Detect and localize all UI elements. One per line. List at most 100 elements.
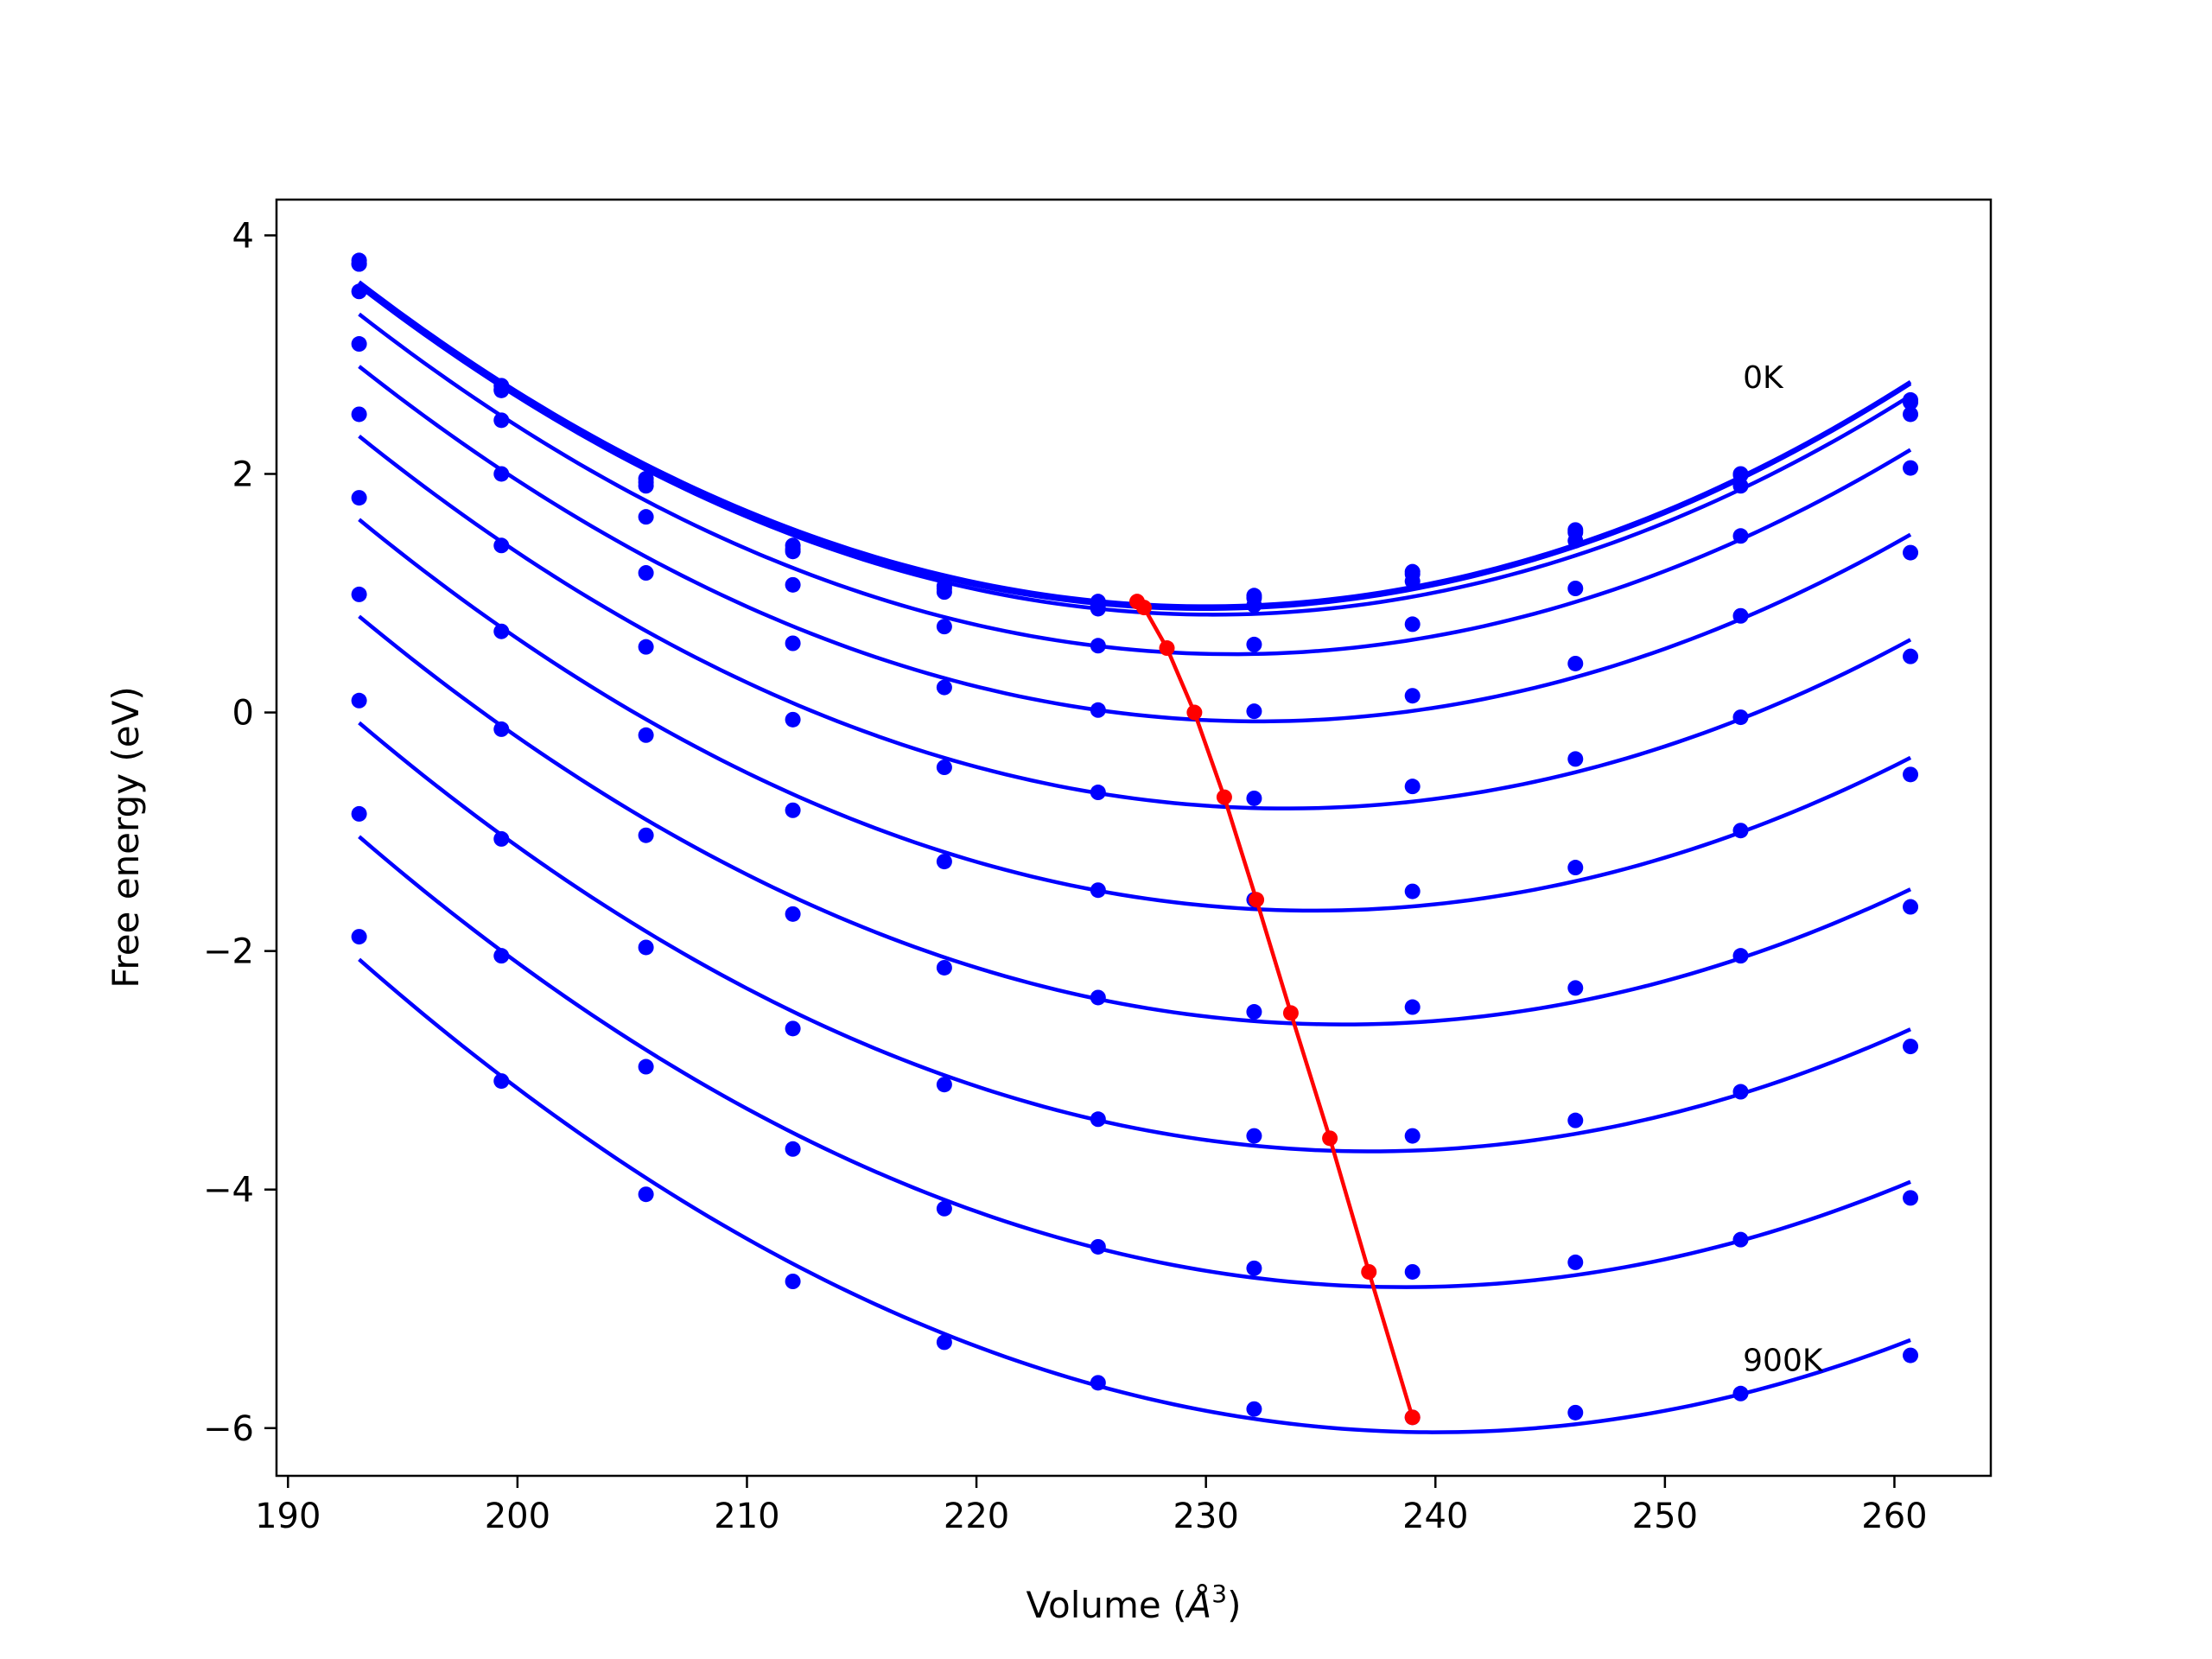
x-axis-label-prefix: Volume (	[1027, 1584, 1187, 1626]
y-tick-label-3: −2	[203, 932, 254, 972]
series-5-point-4	[936, 760, 952, 776]
series-5-point-10	[1903, 648, 1919, 664]
series-6-point-5	[1090, 882, 1106, 899]
series-3-point-1	[493, 412, 510, 429]
series-2-point-6	[1246, 597, 1262, 613]
series-line-5	[358, 435, 1912, 810]
series-line-2	[358, 284, 1912, 617]
series-10-point-8	[1567, 1404, 1584, 1421]
series-8-point-3	[785, 1020, 801, 1037]
x-tick-label-3: 220	[944, 1497, 1009, 1536]
series-8-point-10	[1903, 1039, 1919, 1055]
y-tick-label-4: −4	[203, 1171, 254, 1211]
x-axis-label: Volume (Å3)	[1027, 1580, 1242, 1626]
series-7-point-5	[1090, 989, 1106, 1006]
annotation-0: 0K	[1743, 360, 1784, 396]
series-10-point-5	[1090, 1375, 1106, 1391]
series-10-point-2	[638, 1186, 654, 1203]
series-3-point-0	[351, 283, 367, 300]
minima-line	[1135, 600, 1414, 1419]
series-2-point-5	[1090, 601, 1106, 617]
series-8-point-5	[1090, 1111, 1106, 1128]
series-6-point-7	[1404, 883, 1421, 899]
series-10-point-1	[493, 1073, 510, 1090]
series-2-point-2	[638, 478, 654, 494]
series-4-point-8	[1567, 655, 1584, 671]
series-4-point-3	[785, 635, 801, 652]
minima-point-1	[1135, 600, 1152, 616]
y-tick-label-0: 4	[232, 216, 254, 256]
series-10-point-0	[351, 929, 367, 945]
minima-point-3	[1186, 704, 1203, 721]
series-3-point-5	[1090, 638, 1106, 654]
series-line-0	[358, 280, 1912, 608]
x-axis-label-exponent: 3	[1211, 1580, 1227, 1608]
series-5-point-6	[1246, 790, 1262, 806]
series-3-point-6	[1246, 636, 1262, 652]
x-axis-label-unit: Å	[1185, 1583, 1212, 1626]
series-6-point-3	[785, 802, 801, 818]
series-7-point-9	[1732, 948, 1749, 964]
series-3-point-2	[638, 509, 654, 525]
x-tick-label-6: 250	[1632, 1497, 1698, 1536]
series-5-point-0	[351, 406, 367, 423]
series-7-point-4	[936, 959, 952, 976]
x-tick-label-2: 210	[714, 1497, 779, 1536]
series-3-point-8	[1567, 581, 1584, 597]
series-9-point-1	[493, 948, 510, 964]
minima-point-5	[1249, 892, 1265, 908]
x-tick-label-4: 230	[1173, 1497, 1238, 1536]
series-line-4	[358, 365, 1912, 724]
series-9-point-0	[351, 805, 367, 822]
series-9-point-8	[1567, 1254, 1584, 1270]
series-5-point-1	[493, 537, 510, 554]
series-2-point-3	[785, 543, 801, 560]
series-9-point-6	[1246, 1260, 1262, 1276]
y-tick-label-2: 0	[232, 694, 254, 734]
series-5-point-9	[1732, 709, 1749, 726]
series-10-point-3	[785, 1273, 801, 1289]
series-7-point-8	[1567, 980, 1584, 996]
series-line-7	[358, 614, 1911, 1027]
plot-frame	[275, 198, 1993, 1478]
series-9-point-4	[936, 1200, 952, 1217]
minima-point-8	[1361, 1263, 1377, 1280]
series-4-point-5	[1090, 702, 1106, 718]
series-10-point-6	[1246, 1401, 1262, 1417]
series-3-point-10	[1903, 460, 1919, 476]
series-10-point-4	[936, 1334, 952, 1351]
series-line-8	[358, 721, 1911, 1154]
series-2-point-4	[936, 584, 952, 601]
series-7-point-2	[638, 827, 654, 843]
minima-point-4	[1216, 789, 1232, 805]
minima-point-9	[1404, 1409, 1421, 1426]
series-8-point-7	[1404, 1128, 1421, 1144]
series-4-point-10	[1903, 544, 1919, 561]
series-5-point-5	[1090, 785, 1106, 801]
series-3-point-4	[936, 619, 952, 635]
x-tick-label-7: 260	[1861, 1497, 1927, 1536]
series-6-point-4	[936, 854, 952, 870]
series-2-point-10	[1903, 406, 1919, 423]
series-1-point-9	[1732, 467, 1749, 483]
series-9-point-2	[638, 1058, 654, 1075]
series-9-point-7	[1404, 1263, 1421, 1280]
series-line-9	[358, 835, 1911, 1289]
series-8-point-6	[1246, 1128, 1262, 1144]
series-9-point-10	[1903, 1190, 1919, 1206]
annotation-1: 900K	[1743, 1344, 1824, 1379]
x-tick-label-0: 190	[255, 1497, 321, 1536]
minima-point-7	[1322, 1130, 1338, 1147]
series-4-point-6	[1246, 703, 1262, 720]
series-line-3	[358, 312, 1912, 657]
series-7-point-0	[351, 586, 367, 602]
series-6-point-1	[493, 623, 510, 639]
series-9-point-9	[1732, 1231, 1749, 1248]
series-6-point-9	[1732, 823, 1749, 839]
series-7-point-10	[1903, 899, 1919, 915]
series-7-point-3	[785, 906, 801, 922]
series-7-point-1	[493, 721, 510, 737]
series-4-point-2	[638, 565, 654, 582]
plot-area: 0K 900K	[351, 252, 1919, 1434]
